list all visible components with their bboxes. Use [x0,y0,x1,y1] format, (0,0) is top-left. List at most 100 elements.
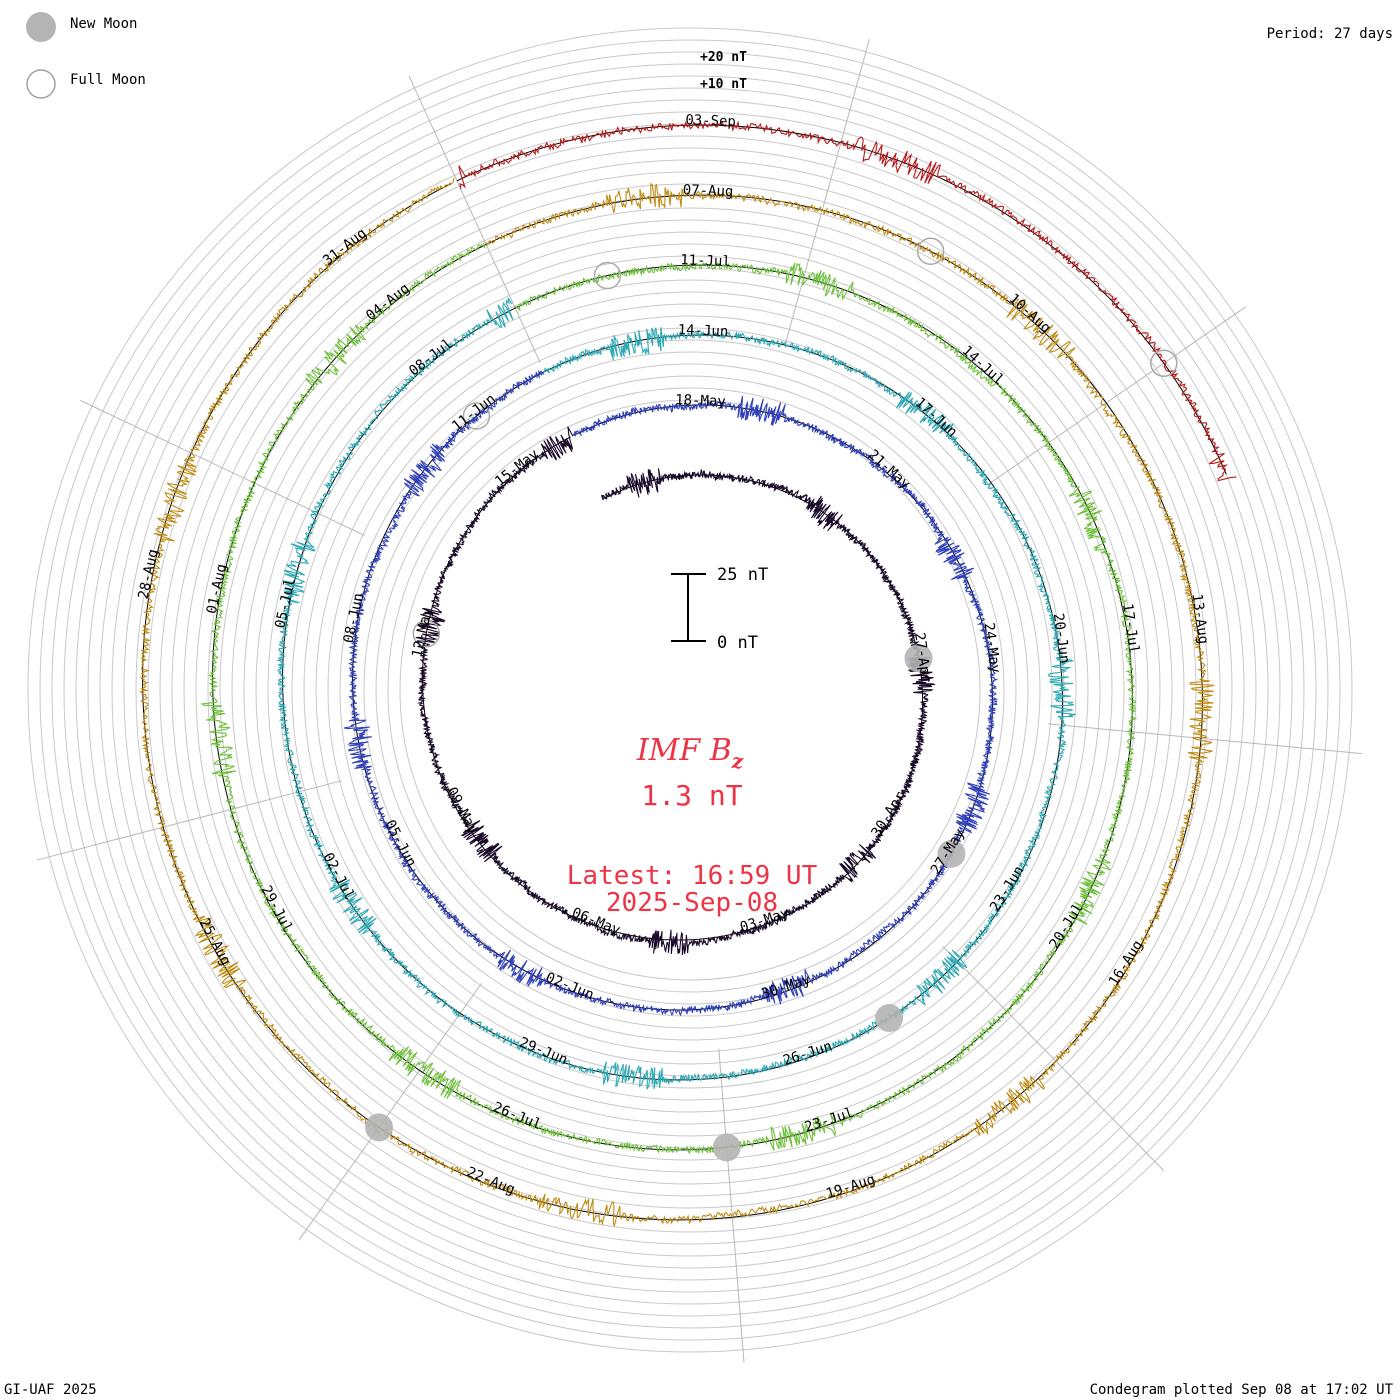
grid-ring [339,339,1041,1041]
date-label: 11-Jul [680,252,731,270]
scale-bar: 25 nT 0 nT [671,565,768,653]
new-moon-marker [365,1113,394,1142]
day-spoke [1048,723,1363,755]
date-label: 31-Aug [320,225,370,269]
new-moon-marker [937,839,966,868]
full-moon-marker [593,261,622,290]
date-label: 23-Jun [987,863,1027,914]
grid-ring [135,135,1245,1245]
date-label: 30-Apr [868,789,908,840]
date-label: 05-Jul [272,577,298,630]
full-moon-marker [412,619,441,648]
date-label: 18-May [675,392,726,410]
date-label: 20-Jul [1046,900,1086,951]
bz-trace-6 [458,120,1237,482]
day-spoke [36,780,342,861]
date-label: 26-Jul [491,1099,544,1133]
grid-ring [279,279,1101,1101]
date-label: 28-Aug [135,548,161,601]
period-label: Period: 27 days [1267,26,1393,42]
center-title: IMF Bz [636,733,744,773]
latest-date: 2025-Sep-08 [606,888,778,918]
new-moon-marker [904,644,933,673]
date-label: 14-Jun [677,322,728,340]
date-label: 17-Jul [1119,603,1142,655]
date-label: 19-Aug [824,1172,877,1203]
grid-ring [327,327,1053,1053]
date-label: 07-Aug [683,182,734,200]
full-moon-label: Full Moon [70,72,146,88]
offset-label-10: +10 nT [700,77,747,92]
bz-trace-2 [343,369,999,1017]
moon-markers [365,237,1178,1162]
grid-ring [27,27,1353,1353]
date-label: 15-May [492,446,542,490]
grid-ring [219,219,1161,1161]
grid-ring [255,255,1125,1125]
footer-credit: GI-UAF 2025 [4,1382,97,1398]
day-spoke [80,399,366,536]
date-label: 04-Aug [363,280,413,324]
date-label: 16-Aug [1106,938,1146,989]
center-value: 1.3 nT [641,779,742,812]
full-moon-marker [916,237,945,266]
date-label: 09-May [443,785,481,837]
date-label: 29-Jul [258,883,296,935]
grid-ring [99,99,1281,1281]
grid-ring [399,399,981,981]
bz-traces [139,120,1237,1227]
new-moon-marker [712,1133,741,1162]
bz-trace-5 [139,177,1215,1227]
date-label: 05-Jun [381,817,419,869]
footer-plotted: Condegram plotted Sep 08 at 17:02 UT [1090,1382,1394,1398]
grid-ring [111,111,1269,1269]
date-label: 27-Apr [911,632,934,684]
scale-bottom-label: 0 nT [717,633,758,653]
date-label: 20-Jun [1050,612,1073,664]
date-label: 13-Aug [1188,593,1211,645]
grid-ring [303,303,1077,1077]
day-spoke [408,76,541,363]
grid-ring [231,231,1149,1149]
new-moon-marker [875,1004,904,1033]
zero-line-5 [142,183,1203,1221]
full-moon-icon [26,69,56,99]
grid-ring [39,39,1341,1341]
day-spoke [986,306,1246,487]
grid-ring [123,123,1257,1257]
scale-top-label: 25 nT [717,565,768,585]
day-spoke [718,1048,745,1363]
full-moon-marker [1150,349,1178,377]
date-label: 23-Jul [803,1105,856,1136]
date-label: 08-Jun [341,592,367,645]
day-spoke [942,946,1165,1172]
date-labels: 27-Apr30-Apr03-May06-May09-May12-May15-M… [135,112,1211,1202]
zero-line-6 [456,124,1227,475]
new-moon-label: New Moon [70,16,137,32]
date-label: 29-Jun [517,1035,570,1069]
day-spokes [36,39,1363,1363]
date-label: 26-Jun [781,1038,834,1069]
bz-trace-1 [415,426,936,956]
grid-ring [147,147,1233,1233]
grid-ring [291,291,1089,1089]
date-label: 21-May [865,447,913,493]
grid-ring [207,207,1173,1173]
bz-trace-3 [276,297,1076,1090]
full-moon-marker [462,402,491,430]
new-moon-icon [26,12,56,42]
grid-ring [75,75,1305,1305]
grid-ring [171,171,1209,1209]
date-label: 24-May [980,622,1003,674]
latest-time: Latest: 16:59 UT [567,861,818,891]
grid-ring [363,363,1017,1017]
date-label: 03-Sep [685,112,736,130]
grid-ring [51,51,1329,1329]
day-spoke [785,39,870,344]
grid-ring [87,87,1293,1293]
date-label: 17-Jun [912,395,960,441]
offset-label-20: +20 nT [700,50,747,65]
grid-ring [243,243,1137,1137]
day-spoke [298,983,482,1241]
grid-ring [159,159,1221,1221]
